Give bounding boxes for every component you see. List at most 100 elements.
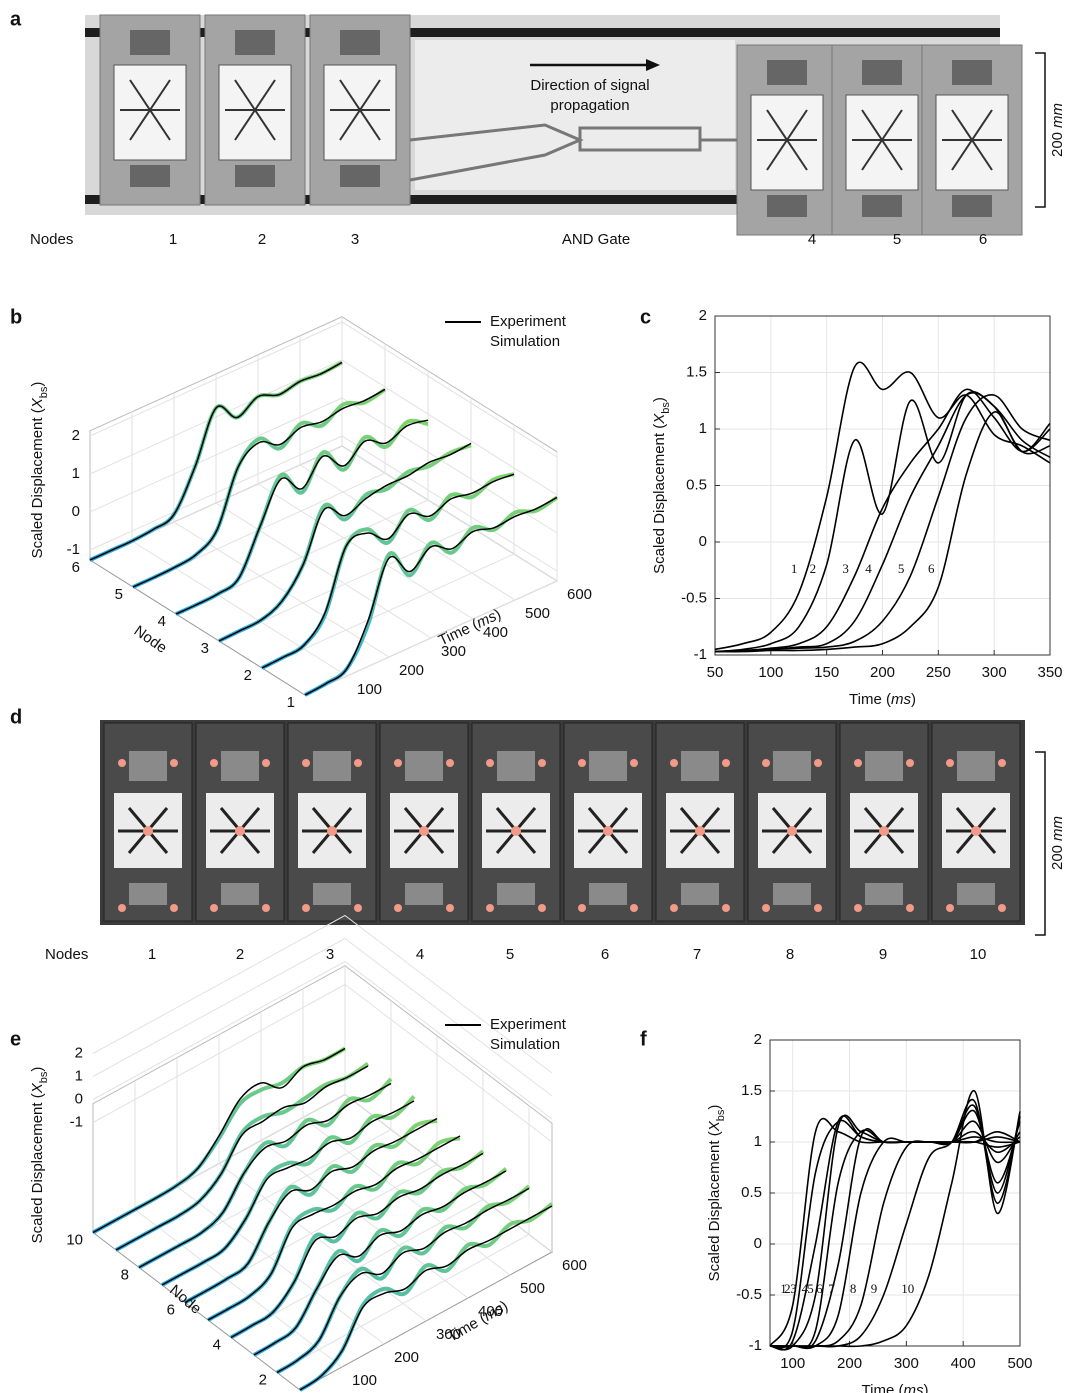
experiment-line xyxy=(92,1047,346,1234)
time-tick-label: 200 xyxy=(399,662,424,679)
label-part: bs xyxy=(715,1109,727,1121)
grid-line xyxy=(132,343,386,588)
legend-label: Experiment xyxy=(490,1016,567,1033)
node-module xyxy=(378,721,470,923)
curve-label: 2 xyxy=(784,1281,791,1296)
legend-label: Simulation xyxy=(490,333,560,350)
x-tick-label: 500 xyxy=(1007,1355,1032,1372)
grid-line xyxy=(92,914,553,1074)
node-tick-label: 6 xyxy=(167,1301,175,1318)
node-module xyxy=(921,44,1023,236)
panel-label: a xyxy=(10,8,22,30)
grid-line xyxy=(261,424,515,669)
z-tick-label: 2 xyxy=(75,1044,83,1061)
curve-label: 4 xyxy=(865,561,872,576)
time-tick-label: 100 xyxy=(357,681,382,698)
y-tick-label: 1.5 xyxy=(686,363,707,380)
y-tick-label: 0 xyxy=(699,533,707,550)
label-part: ) xyxy=(29,1067,46,1072)
node-module xyxy=(194,721,286,923)
node-label: 7 xyxy=(693,946,701,963)
scale-label: 200 mm xyxy=(1049,816,1066,870)
node-label: 1 xyxy=(148,946,156,963)
label-part: Time ( xyxy=(444,1310,489,1346)
node-tick-label: 2 xyxy=(259,1371,267,1388)
y-axis-title: Scaled Displacement (Xbs) xyxy=(706,1105,727,1282)
time-tick-label: 600 xyxy=(562,1257,587,1274)
scale-value: 200 xyxy=(1049,132,1066,157)
label-part: ms xyxy=(891,691,911,708)
z-tick-label: 1 xyxy=(72,465,80,482)
node-module xyxy=(562,721,654,923)
time-tick-label: 400 xyxy=(478,1303,503,1320)
z-tick-label: 1 xyxy=(75,1067,83,1084)
curve-label: 3 xyxy=(790,1281,797,1296)
node-label: 8 xyxy=(786,946,794,963)
node-module xyxy=(736,44,838,236)
time-tick-label: 300 xyxy=(436,1326,461,1343)
curve-label: 6 xyxy=(928,561,935,576)
node-label: 2 xyxy=(236,946,244,963)
x-tick-label: 400 xyxy=(951,1355,976,1372)
grid-line xyxy=(138,1000,392,1268)
experiment-line xyxy=(261,473,515,669)
experiment-line xyxy=(89,361,343,561)
node-module xyxy=(831,44,933,236)
rail xyxy=(85,28,1000,37)
y-tick-label: -0.5 xyxy=(736,1286,762,1303)
curve-label: 9 xyxy=(871,1281,878,1296)
node-tick-label: 2 xyxy=(244,667,252,684)
curve-label: 10 xyxy=(901,1281,914,1296)
time-tick-label: 100 xyxy=(352,1372,377,1389)
label-part: Time ( xyxy=(849,691,891,708)
x-tick-label: 100 xyxy=(780,1355,805,1372)
y-tick-label: 0 xyxy=(754,1235,762,1252)
experiment-line xyxy=(175,419,429,615)
z-axis-title: Scaled Displacement (Xbs) xyxy=(29,382,50,559)
node-module xyxy=(204,14,306,206)
node-label: 3 xyxy=(326,946,334,963)
photo-a: Direction of signal propagation xyxy=(85,14,1023,236)
node-tick-label: 3 xyxy=(201,640,209,657)
node-module xyxy=(470,721,562,923)
grid-line xyxy=(304,451,558,696)
x-tick-label: 150 xyxy=(814,664,839,681)
label-part: bs xyxy=(38,386,50,398)
scale-unit: mm xyxy=(1049,103,1066,128)
line xyxy=(714,411,1051,653)
experiment-line xyxy=(253,1170,507,1356)
gate-plate xyxy=(415,40,735,190)
node-tick-label: 5 xyxy=(115,586,123,603)
annotation: Direction of signal xyxy=(530,77,649,94)
experiment-line xyxy=(132,388,386,588)
node-label: 10 xyxy=(970,946,987,963)
y-tick-label: -1 xyxy=(749,1337,762,1354)
y-tick-label: 1 xyxy=(699,420,707,437)
curve-label: 1 xyxy=(791,561,798,576)
node-label: 3 xyxy=(351,231,359,248)
node-module xyxy=(930,721,1022,923)
node-label: 9 xyxy=(879,946,887,963)
line xyxy=(770,1090,1021,1348)
x-axis-title: Time (ms) xyxy=(862,1382,929,1393)
label-part: ) xyxy=(651,397,668,402)
label-part: X xyxy=(29,397,46,409)
node-module xyxy=(286,721,378,923)
experiment-line xyxy=(230,1152,484,1339)
z-tick-label: 0 xyxy=(75,1090,83,1107)
node-label: 5 xyxy=(506,946,514,963)
label-part: ) xyxy=(911,691,916,708)
plot-frame xyxy=(769,1039,1021,1347)
label-part: X xyxy=(29,1082,46,1094)
label-part: ) xyxy=(923,1382,928,1393)
plot-frame xyxy=(714,315,1051,656)
node-tick-label: 10 xyxy=(66,1231,83,1248)
annotation: propagation xyxy=(550,97,629,114)
x-axis-title: Time (ms) xyxy=(849,691,916,708)
scale-unit: mm xyxy=(1049,816,1066,841)
z-tick-label: 0 xyxy=(72,503,80,520)
grid-line xyxy=(184,1035,438,1303)
node-label: 1 xyxy=(169,231,177,248)
node-module xyxy=(838,721,930,923)
y-tick-label: 2 xyxy=(754,1031,762,1048)
